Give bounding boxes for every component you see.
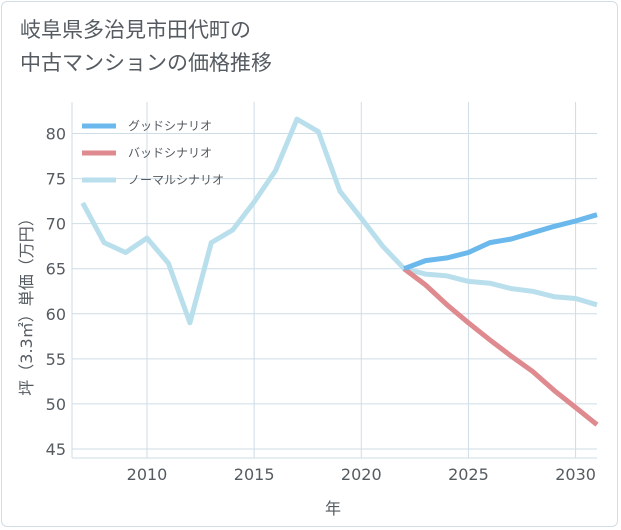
y-tick-label: 75: [46, 170, 66, 189]
x-tick-labels: 2010 2015 2020 2025 2030: [127, 465, 596, 484]
y-tick-label: 70: [46, 215, 66, 234]
x-tick-label: 2020: [341, 465, 382, 484]
x-tick-label: 2015: [234, 465, 275, 484]
y-tick-label: 45: [46, 440, 66, 459]
y-tick-label: 65: [46, 260, 66, 279]
x-axis-title: 年: [325, 499, 341, 518]
series-lines: [80, 116, 599, 427]
x-tick-label: 2010: [127, 465, 168, 484]
y-tick-label: 80: [46, 125, 66, 144]
y-tick-label: 50: [46, 395, 66, 414]
chart-title-line-2: 中古マンションの価格推移: [20, 51, 272, 75]
chart-title-line-1: 岐阜県多治見市田代町の: [20, 18, 251, 42]
y-tick-label: 60: [46, 305, 66, 324]
chart-title: 岐阜県多治見市田代町の 中古マンションの価格推移: [20, 14, 580, 80]
y-tick-labels: 45 50 55 60 65 70 75 80: [46, 125, 66, 459]
series-line-0: [403, 212, 598, 272]
series-line-1: [402, 266, 599, 427]
grid-lines: [71, 102, 597, 459]
legend-label: グッドシナリオ: [128, 119, 212, 133]
y-axis-title: 坪（3.3㎡）単価（万円）: [17, 210, 36, 395]
y-tick-label: 55: [46, 350, 66, 369]
x-tick-label: 2025: [448, 465, 489, 484]
series-line-2: [80, 116, 598, 326]
legend-label: バッドシナリオ: [128, 146, 212, 160]
x-tick-label: 2030: [555, 465, 596, 484]
legend-label: ノーマルシナリオ: [128, 173, 224, 187]
